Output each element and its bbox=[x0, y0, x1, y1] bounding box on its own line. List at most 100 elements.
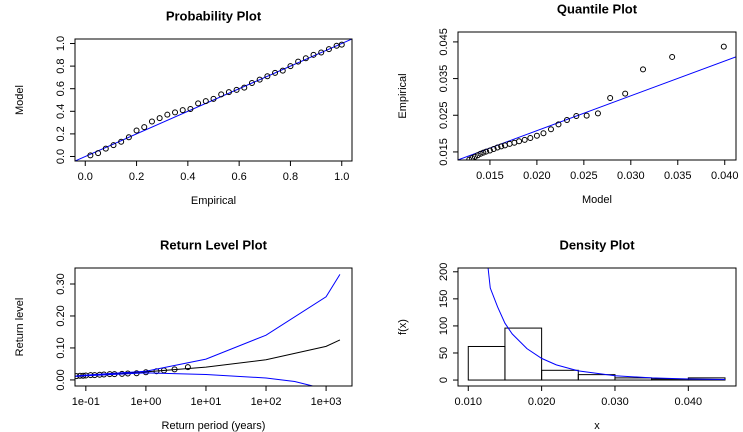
y-tick-label: 0.2 bbox=[55, 126, 67, 141]
data-point bbox=[187, 106, 194, 113]
plot-frame bbox=[457, 267, 737, 387]
data-point bbox=[279, 67, 286, 74]
y-tick-label: 100 bbox=[438, 317, 450, 335]
y-tick-label: 0.20 bbox=[55, 305, 67, 326]
data-line bbox=[75, 274, 341, 377]
x-tick-label: 0.6 bbox=[231, 171, 246, 183]
y-tick-label: 0.30 bbox=[55, 273, 67, 294]
x-tick-label: 0.020 bbox=[528, 396, 556, 408]
data-point bbox=[540, 130, 547, 137]
data-point bbox=[125, 134, 132, 141]
data-point bbox=[521, 136, 528, 143]
data-point bbox=[225, 89, 232, 96]
y-tick-label: 0.025 bbox=[438, 101, 450, 129]
plot-area bbox=[458, 43, 736, 160]
data-point bbox=[486, 147, 493, 154]
x-axis-label: x bbox=[594, 420, 600, 432]
y-tick-label: 0.045 bbox=[438, 28, 450, 56]
data-point bbox=[295, 58, 302, 65]
data-point bbox=[287, 63, 294, 70]
data-point bbox=[172, 109, 179, 116]
data-point bbox=[248, 80, 255, 87]
data-point bbox=[164, 111, 171, 118]
y-axis-label: f(x) bbox=[397, 319, 409, 335]
panel-title: Density Plot bbox=[559, 237, 635, 252]
data-point bbox=[302, 55, 309, 62]
data-point bbox=[640, 66, 647, 73]
data-point bbox=[233, 86, 240, 93]
data-point bbox=[583, 112, 590, 119]
x-tick-label: 1e-01 bbox=[72, 396, 100, 408]
y-tick-label: 200 bbox=[438, 263, 450, 281]
plot-area bbox=[467, 268, 726, 381]
y-tick-label: 0.015 bbox=[438, 138, 450, 166]
data-point bbox=[195, 100, 202, 107]
y-axis-label: Model bbox=[14, 85, 26, 115]
data-point bbox=[547, 126, 554, 133]
data-point bbox=[480, 149, 487, 156]
y-tick-label: 0.6 bbox=[55, 81, 67, 96]
x-tick-label: 0.4 bbox=[180, 171, 195, 183]
data-point bbox=[622, 90, 629, 97]
plot-area bbox=[75, 39, 352, 161]
histogram-bar bbox=[541, 369, 579, 381]
x-tick-label: 0.040 bbox=[675, 396, 703, 408]
reference-line bbox=[75, 39, 352, 161]
data-point bbox=[498, 143, 505, 150]
x-tick-label: 0.8 bbox=[283, 171, 298, 183]
x-tick-label: 0.2 bbox=[129, 171, 144, 183]
data-point bbox=[563, 117, 570, 124]
x-tick-label: 1e+01 bbox=[191, 396, 222, 408]
data-point bbox=[494, 144, 501, 151]
panel-title: Return Level Plot bbox=[160, 237, 268, 252]
data-point bbox=[110, 142, 117, 149]
data-point bbox=[720, 43, 727, 50]
data-point bbox=[218, 91, 225, 98]
data-point bbox=[241, 84, 248, 91]
y-tick-label: 0.8 bbox=[55, 58, 67, 73]
data-point bbox=[607, 95, 614, 102]
data-point bbox=[338, 41, 345, 48]
plot-area bbox=[75, 274, 341, 386]
data-point bbox=[272, 69, 279, 76]
x-tick-label: 0.025 bbox=[570, 170, 598, 182]
x-tick-label: 1e+03 bbox=[311, 396, 342, 408]
x-tick-label: 1e+00 bbox=[130, 396, 161, 408]
y-axis-label: Empirical bbox=[397, 73, 409, 118]
data-point bbox=[87, 152, 94, 159]
data-point bbox=[490, 145, 497, 152]
y-tick-label: 0.00 bbox=[55, 369, 67, 390]
data-point bbox=[516, 138, 523, 145]
data-point bbox=[179, 107, 186, 114]
x-tick-label: 0.0 bbox=[78, 171, 93, 183]
y-tick-label: 1.0 bbox=[55, 36, 67, 51]
data-point bbox=[141, 124, 148, 131]
plot-frame bbox=[74, 38, 353, 162]
data-line bbox=[75, 372, 313, 386]
data-point bbox=[148, 118, 155, 125]
x-axis-label: Model bbox=[582, 194, 612, 206]
data-point bbox=[133, 127, 140, 134]
y-tick-label: 0.0 bbox=[55, 149, 67, 164]
y-tick-label: 150 bbox=[438, 290, 450, 308]
data-point bbox=[594, 110, 601, 117]
x-tick-label: 1.0 bbox=[334, 171, 349, 183]
histogram-bar bbox=[467, 345, 506, 381]
data-point bbox=[325, 46, 332, 53]
data-point bbox=[156, 115, 163, 122]
data-point bbox=[202, 98, 209, 105]
data-point bbox=[506, 140, 513, 147]
panel: Quantile Plot Model Empirical 0.015 0.020 0.0… bbox=[397, 1, 739, 205]
panel: Return Level Plot Return period (years) Re… bbox=[14, 237, 353, 432]
data-point bbox=[310, 51, 317, 58]
x-tick-label: 0.030 bbox=[601, 396, 629, 408]
x-tick-label: 0.020 bbox=[523, 170, 551, 182]
histogram-bar bbox=[577, 374, 616, 381]
data-point bbox=[210, 95, 217, 102]
data-point bbox=[264, 73, 271, 80]
y-tick-label: 0.035 bbox=[438, 65, 450, 93]
data-point bbox=[184, 364, 191, 371]
data-point bbox=[477, 150, 484, 157]
x-tick-label: 1e+02 bbox=[251, 396, 282, 408]
